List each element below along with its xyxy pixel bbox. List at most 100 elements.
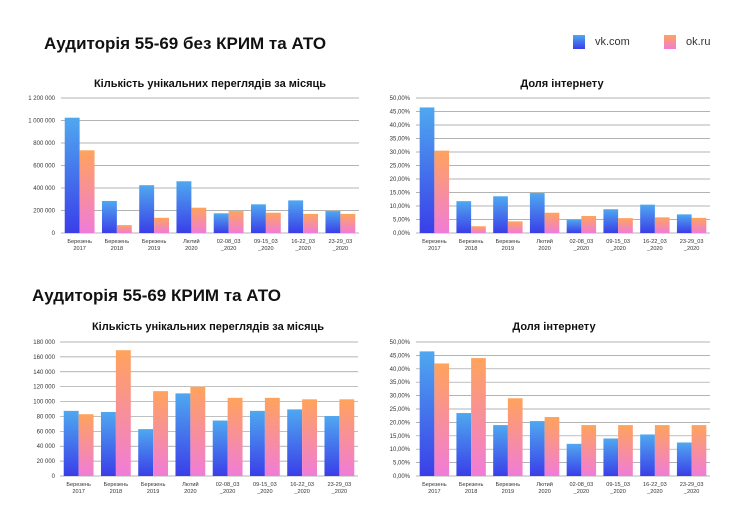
x-tick-label: 02-08_03 _2020	[216, 482, 240, 495]
x-tick-label: Лютий 2020	[536, 238, 553, 252]
bar-ok	[190, 386, 206, 476]
y-tick-label: 120 000	[33, 385, 55, 391]
bar-ok	[544, 417, 560, 476]
bar-ok	[544, 212, 560, 233]
bar-ok	[654, 425, 670, 476]
bar-ok	[581, 215, 597, 233]
bar-vk	[175, 393, 191, 476]
x-tick-label: Березень 2017	[66, 482, 91, 495]
y-tick-label: 140 000	[33, 370, 55, 376]
x-tick-label: 16-22_03 _2020	[290, 482, 314, 495]
y-tick-label: 1 200 000	[28, 96, 55, 102]
bar-ok	[264, 397, 280, 476]
x-tick-label: 23-29_03 _2020	[329, 239, 353, 252]
y-tick-label: 5,00%	[393, 461, 411, 467]
bar-vk	[640, 434, 655, 476]
y-tick-label: 25,00%	[390, 164, 411, 170]
y-tick-label: 40 000	[37, 444, 56, 450]
x-tick-label: Березень 2019	[496, 482, 521, 495]
bar-vk	[64, 117, 80, 233]
bar-vk	[419, 351, 435, 476]
section-title-2: Аудиторія 55-69 КРИМ та АТО	[32, 286, 281, 305]
y-tick-label: 50,00%	[390, 96, 411, 102]
x-tick-label: Березень 2019	[141, 482, 166, 495]
x-tick-label: 02-08_03 _2020	[217, 239, 241, 252]
y-tick-label: 0,00%	[393, 474, 411, 480]
bar-ok	[154, 217, 170, 233]
y-tick-label: 80 000	[37, 414, 56, 420]
bar-ok	[153, 391, 169, 476]
x-tick-label: Березень 2018	[104, 482, 129, 495]
chart-title-3: Кількість унікальних переглядів за місяц…	[91, 321, 325, 333]
y-tick-label: 45,00%	[390, 110, 411, 116]
bar-vk	[249, 410, 265, 476]
bar-ok	[116, 225, 132, 233]
y-tick-label: 10,00%	[390, 447, 411, 453]
y-tick-label: 45,00%	[390, 353, 411, 359]
x-tick-label: Березень 2018	[459, 482, 484, 495]
bar-vk	[176, 181, 192, 233]
bar-ok	[507, 221, 523, 233]
y-tick-label: 40,00%	[390, 123, 411, 129]
x-tick-label: 09-15_03 _2020	[606, 239, 630, 252]
bar-vk	[138, 429, 154, 476]
bar-ok	[471, 358, 486, 476]
y-tick-label: 800 000	[33, 141, 55, 147]
bar-vk	[640, 204, 655, 233]
bar-vk	[676, 442, 692, 476]
bar-vk	[213, 213, 229, 233]
x-tick-label: Лютий 2020	[536, 481, 553, 495]
bar-vk	[493, 425, 508, 476]
bar-vk	[456, 201, 472, 233]
x-tick-label: Березень 2017	[67, 239, 92, 252]
y-tick-label: 400 000	[33, 186, 55, 192]
y-tick-label: 5,00%	[393, 218, 411, 224]
bar-vk	[324, 416, 340, 476]
bar-ok	[227, 397, 243, 476]
x-tick-label: Лютий 2020	[183, 238, 200, 252]
y-tick-label: 60 000	[37, 429, 56, 435]
y-tick-label: 15,00%	[390, 434, 411, 440]
y-tick-label: 30,00%	[390, 394, 411, 400]
legend-swatch-ok	[664, 35, 676, 49]
bar-ok	[581, 425, 597, 476]
x-tick-label: 16-22_03 _2020	[643, 239, 667, 252]
legend-swatch-vk	[573, 35, 585, 49]
bar-ok	[507, 398, 523, 476]
bar-vk	[603, 209, 619, 233]
bar-vk	[566, 443, 582, 476]
y-tick-label: 160 000	[33, 355, 55, 361]
section-title-1: Аудиторія 55-69 без КРИМ та АТО	[44, 34, 327, 53]
y-tick-label: 25,00%	[390, 407, 411, 413]
x-tick-label: Березень 2019	[142, 239, 167, 252]
bar-ok	[191, 207, 207, 233]
bar-ok	[618, 425, 633, 476]
y-tick-label: 20,00%	[390, 177, 411, 183]
bar-ok	[339, 399, 355, 476]
y-tick-label: 35,00%	[390, 137, 411, 143]
x-tick-label: 23-29_03 _2020	[680, 239, 704, 252]
bar-ok	[79, 150, 95, 233]
bar-vk	[529, 193, 545, 233]
bar-ok	[654, 217, 670, 233]
x-tick-label: Березень 2018	[459, 239, 484, 252]
chart-title-2: Доля інтернету	[520, 78, 604, 90]
x-tick-label: 09-15_03 _2020	[606, 482, 630, 495]
bar-ok	[115, 350, 131, 476]
y-tick-label: 600 000	[33, 164, 55, 170]
bar-vk	[493, 196, 508, 233]
bar-ok	[434, 150, 450, 233]
x-tick-label: Лютий 2020	[182, 481, 199, 495]
x-tick-label: 16-22_03 _2020	[291, 239, 315, 252]
bar-ok	[302, 399, 318, 476]
bar-vk	[100, 411, 116, 476]
bar-vk	[325, 211, 341, 233]
legend-item-ok: ok.ru	[664, 35, 710, 49]
bar-ok	[265, 212, 281, 233]
bar-vk	[676, 214, 692, 233]
x-tick-label: 02-08_03 _2020	[570, 482, 594, 495]
